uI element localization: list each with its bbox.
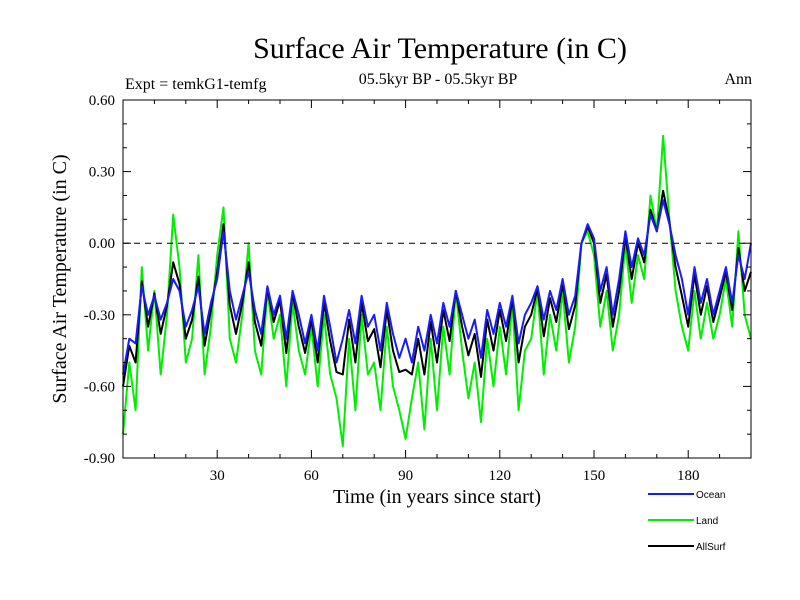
series-line-land bbox=[122, 134, 752, 448]
x-tick-label: 60 bbox=[304, 468, 319, 484]
legend: Ocean Land AllSurf bbox=[648, 490, 726, 553]
legend-label-allsurf: AllSurf bbox=[696, 542, 726, 553]
x-tick-label: 90 bbox=[398, 468, 413, 484]
legend-label-land: Land bbox=[696, 516, 718, 527]
y-axis-label: Surface Air Temperature (in C) bbox=[49, 154, 71, 403]
y-tick-label: 0.00 bbox=[89, 236, 115, 252]
chart-title: Surface Air Temperature (in C) bbox=[253, 32, 627, 65]
x-tick-label: 30 bbox=[210, 468, 225, 484]
series-line-ocean bbox=[122, 199, 752, 375]
x-tick-label: 150 bbox=[583, 468, 606, 484]
y-tick-label: -0.60 bbox=[84, 379, 115, 395]
y-tick-label: -0.90 bbox=[84, 451, 115, 467]
series-layer bbox=[122, 134, 752, 448]
y-tick-label: 0.60 bbox=[89, 93, 115, 109]
axis-layer: 30 60 90 120 150 180 -0.90 -0.60 -0.30 0.00 0.30 0.… bbox=[84, 93, 751, 484]
x-tick-label: 180 bbox=[677, 468, 700, 484]
season-label: Ann bbox=[724, 71, 752, 88]
chart-subtitle: 05.5kyr BP - 05.5kyr BP bbox=[359, 71, 518, 88]
x-axis-label: Time (in years since start) bbox=[333, 486, 541, 508]
experiment-label: Expt = temkG1-temfg bbox=[125, 76, 266, 93]
legend-label-ocean: Ocean bbox=[696, 490, 725, 501]
y-tick-label: -0.30 bbox=[84, 308, 115, 324]
y-tick-label: 0.30 bbox=[89, 165, 115, 181]
x-tick-label: 120 bbox=[489, 468, 512, 484]
